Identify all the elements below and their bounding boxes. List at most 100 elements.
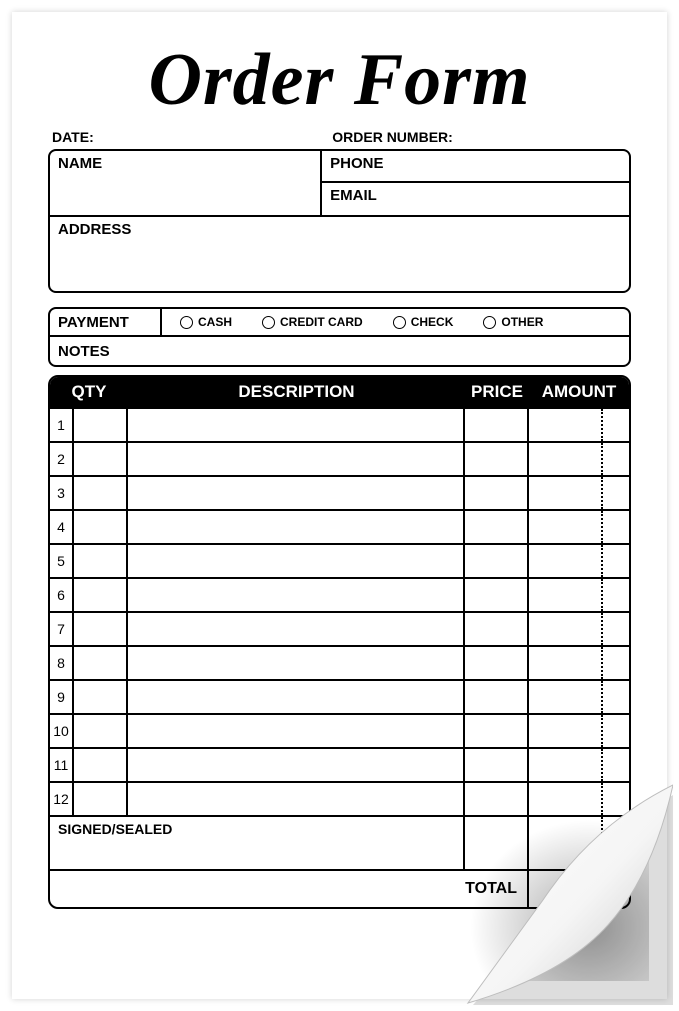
price-cell[interactable] [465, 749, 529, 781]
price-cell[interactable] [465, 511, 529, 543]
table-row: 2 [50, 441, 629, 475]
price-cell[interactable] [465, 613, 529, 645]
table-row: 9 [50, 679, 629, 713]
price-cell[interactable] [465, 715, 529, 747]
blank-cell [465, 817, 529, 869]
table-row: 3 [50, 475, 629, 509]
table-row: 8 [50, 645, 629, 679]
price-cell[interactable] [465, 545, 529, 577]
amount-cell[interactable] [529, 477, 629, 509]
table-row: 4 [50, 509, 629, 543]
row-number: 4 [50, 511, 74, 543]
amount-cell[interactable] [529, 783, 629, 815]
price-cell[interactable] [465, 443, 529, 475]
header-price: PRICE [465, 382, 529, 402]
price-cell[interactable] [465, 477, 529, 509]
desc-cell[interactable] [128, 409, 465, 441]
qty-cell[interactable] [74, 715, 128, 747]
qty-cell[interactable] [74, 749, 128, 781]
row-number: 2 [50, 443, 74, 475]
payment-option-cash[interactable]: CASH [180, 315, 232, 329]
amount-cell[interactable] [529, 647, 629, 679]
table-row: 6 [50, 577, 629, 611]
amount-cell[interactable] [529, 511, 629, 543]
table-row: 1 [50, 407, 629, 441]
payment-option-label: CREDIT CARD [280, 315, 363, 329]
payment-label: PAYMENT [50, 309, 162, 335]
payment-option-credit[interactable]: CREDIT CARD [262, 315, 363, 329]
name-label: NAME [50, 151, 322, 215]
amount-cell[interactable] [529, 579, 629, 611]
total-label: TOTAL [50, 871, 529, 907]
desc-cell[interactable] [128, 783, 465, 815]
price-cell[interactable] [465, 783, 529, 815]
qty-cell[interactable] [74, 477, 128, 509]
row-number: 12 [50, 783, 74, 815]
radio-icon [262, 316, 275, 329]
row-number: 10 [50, 715, 74, 747]
price-cell[interactable] [465, 579, 529, 611]
signed-row: SIGNED/SEALED [50, 815, 629, 869]
desc-cell[interactable] [128, 681, 465, 713]
qty-cell[interactable] [74, 511, 128, 543]
qty-cell[interactable] [74, 647, 128, 679]
qty-cell[interactable] [74, 579, 128, 611]
payment-option-other[interactable]: OTHER [483, 315, 543, 329]
amount-cell[interactable] [529, 613, 629, 645]
row-number: 8 [50, 647, 74, 679]
desc-cell[interactable] [128, 545, 465, 577]
qty-cell[interactable] [74, 545, 128, 577]
price-cell[interactable] [465, 409, 529, 441]
row-number: 3 [50, 477, 74, 509]
desc-cell[interactable] [128, 511, 465, 543]
table-row: 5 [50, 543, 629, 577]
desc-cell[interactable] [128, 749, 465, 781]
radio-icon [180, 316, 193, 329]
table-row: 10 [50, 713, 629, 747]
payment-option-check[interactable]: CHECK [393, 315, 454, 329]
desc-cell[interactable] [128, 443, 465, 475]
qty-cell[interactable] [74, 681, 128, 713]
qty-cell[interactable] [74, 409, 128, 441]
desc-cell[interactable] [128, 647, 465, 679]
radio-icon [483, 316, 496, 329]
header-qty: QTY [50, 382, 128, 402]
row-number: 1 [50, 409, 74, 441]
qty-cell[interactable] [74, 783, 128, 815]
date-label: DATE: [52, 129, 322, 145]
amount-cell[interactable] [529, 443, 629, 475]
amount-cell [529, 817, 629, 869]
desc-cell[interactable] [128, 715, 465, 747]
row-number: 11 [50, 749, 74, 781]
signed-label: SIGNED/SEALED [50, 817, 465, 869]
amount-cell[interactable] [529, 681, 629, 713]
amount-cell[interactable] [529, 715, 629, 747]
row-number: 5 [50, 545, 74, 577]
order-form-page: Order Form DATE: ORDER NUMBER: NAME PHON… [12, 12, 667, 999]
total-amount-cell [529, 871, 629, 907]
table-row: 7 [50, 611, 629, 645]
payment-box: PAYMENT CASH CREDIT CARD CHECK OTHER [48, 307, 631, 367]
table-row: 11 [50, 747, 629, 781]
address-label: ADDRESS [50, 215, 629, 291]
order-number-label: ORDER NUMBER: [322, 129, 627, 145]
items-table: QTY DESCRIPTION PRICE AMOUNT 1 2 3 4 5 6… [48, 375, 631, 909]
total-row: TOTAL [50, 869, 629, 907]
amount-cell[interactable] [529, 409, 629, 441]
amount-cell[interactable] [529, 749, 629, 781]
row-number: 7 [50, 613, 74, 645]
payment-option-label: OTHER [501, 315, 543, 329]
desc-cell[interactable] [128, 579, 465, 611]
price-cell[interactable] [465, 647, 529, 679]
amount-cell[interactable] [529, 545, 629, 577]
qty-cell[interactable] [74, 443, 128, 475]
customer-info-box: NAME PHONE EMAIL ADDRESS [48, 149, 631, 293]
payment-option-label: CHECK [411, 315, 454, 329]
qty-cell[interactable] [74, 613, 128, 645]
radio-icon [393, 316, 406, 329]
email-label: EMAIL [322, 183, 629, 215]
desc-cell[interactable] [128, 613, 465, 645]
price-cell[interactable] [465, 681, 529, 713]
desc-cell[interactable] [128, 477, 465, 509]
header-description: DESCRIPTION [128, 382, 465, 402]
